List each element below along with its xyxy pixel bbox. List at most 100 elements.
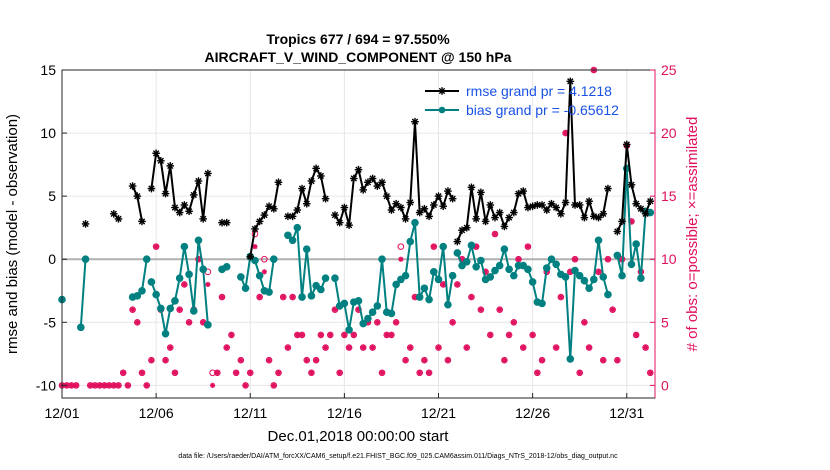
bias-point <box>618 271 626 280</box>
bias-point <box>222 263 231 271</box>
obs-possible-marker <box>176 306 183 313</box>
bias-point <box>138 286 146 295</box>
rmse-point <box>462 223 471 232</box>
rmse-point <box>552 203 560 212</box>
bias-point <box>406 237 415 246</box>
obs-assimilated-marker <box>290 294 296 300</box>
obs-assimilated-marker <box>374 319 380 325</box>
bias-point <box>590 275 598 284</box>
rmse-point <box>467 183 476 192</box>
bias-point <box>152 290 160 299</box>
obs-assimilated-marker <box>68 382 75 388</box>
bias-point <box>439 242 448 251</box>
obs-possible-marker <box>538 356 546 364</box>
rmse-point <box>486 201 495 209</box>
obs-possible-marker <box>435 344 442 351</box>
obs-assimilated-marker <box>642 344 649 351</box>
rmse-point <box>368 174 377 183</box>
obs-possible-marker <box>232 369 240 377</box>
bias-point <box>472 263 480 271</box>
rmse-point <box>491 213 499 222</box>
obs-possible-marker <box>162 356 169 364</box>
rmse-point <box>477 188 485 197</box>
obs-possible-marker <box>359 344 367 351</box>
rmse-point <box>387 206 396 214</box>
bias-point <box>599 273 608 281</box>
obs-assimilated-marker <box>313 357 319 363</box>
bias-series <box>58 164 655 363</box>
bias-point <box>194 236 203 245</box>
obs-assimilated-marker <box>275 370 282 376</box>
obs-assimilated-marker <box>238 357 244 363</box>
obs-assimilated-marker <box>87 382 93 388</box>
bias-point <box>524 265 532 274</box>
obs-possible-marker <box>444 356 452 364</box>
obs-possible-marker <box>416 369 423 377</box>
rmse-point <box>510 208 518 217</box>
chart-title-line2: AIRCRAFT_V_WIND_COMPONENT @ 150 hPa <box>205 49 512 65</box>
bias-point <box>204 321 212 329</box>
y-tick-label-right: 25 <box>661 62 677 78</box>
obs-possible-marker <box>237 356 245 364</box>
obs-assimilated-marker <box>144 382 150 388</box>
bias-point <box>430 268 438 276</box>
x-tick-label: 12/21 <box>421 405 456 421</box>
obs-assimilated-marker <box>647 370 653 376</box>
rmse-point <box>166 162 175 170</box>
rmse-point <box>453 237 462 246</box>
obs-possible-marker <box>185 319 193 326</box>
rmse-point <box>571 201 579 209</box>
obs-possible-marker <box>449 319 456 326</box>
obs-assimilated-marker <box>539 357 545 363</box>
bias-point <box>288 236 297 245</box>
obs-assimilated-marker <box>610 307 616 313</box>
obs-assimilated-marker <box>233 370 239 376</box>
bias-point <box>175 274 184 282</box>
obs-assimilated-marker <box>534 370 540 376</box>
obs-assimilated-marker <box>558 294 564 300</box>
obs-possible-marker <box>529 331 536 339</box>
rmse-point <box>448 194 457 203</box>
obs-possible-marker <box>609 306 616 313</box>
y-axis-label-left: rmse and bias (model - observation) <box>4 114 21 354</box>
rmse-point <box>331 211 339 219</box>
rmse-point <box>637 204 645 213</box>
obs-assimilated-marker <box>181 281 187 288</box>
obs-possible-marker <box>223 344 231 351</box>
bias-point <box>284 231 292 240</box>
obs-assimilated-marker <box>586 344 592 351</box>
y-tick-label-left: 10 <box>40 125 56 141</box>
rmse-point <box>260 211 269 219</box>
obs-possible-marker <box>256 293 263 301</box>
obs-assimilated-marker <box>370 344 376 351</box>
rmse-point <box>580 213 589 222</box>
obs-possible-marker <box>166 344 174 351</box>
legend: rmse grand pr = 4.1218 bias grand pr = -0… <box>425 83 619 118</box>
rmse-point <box>618 217 626 226</box>
obs-possible-marker <box>181 281 188 288</box>
rmse-point <box>505 213 513 222</box>
bias-point <box>345 326 353 334</box>
y-tick-label-left: -10 <box>36 377 56 393</box>
obs-possible-marker <box>124 382 132 389</box>
bias-point <box>147 278 156 286</box>
obs-possible-marker <box>284 344 292 351</box>
obs-possible-marker <box>501 356 508 364</box>
obs-assimilated-marker <box>572 256 578 262</box>
obs-assimilated-marker <box>224 344 230 351</box>
rmse-point <box>288 212 297 221</box>
obs-possible-marker <box>632 331 640 339</box>
bias-point <box>157 304 165 313</box>
rmse-point <box>255 217 264 226</box>
obs-possible-marker <box>331 306 339 313</box>
obs-possible-marker <box>571 255 579 263</box>
y-tick-label-right: 10 <box>661 251 677 267</box>
obs-assimilated-marker <box>440 281 446 288</box>
bias-point <box>561 273 570 281</box>
obs-assimilated-marker <box>402 357 409 363</box>
bias-point <box>500 245 509 253</box>
obs-possible-marker <box>406 344 414 351</box>
obs-possible-marker <box>143 382 151 389</box>
rmse-point <box>495 208 504 217</box>
rmse-point <box>575 201 584 209</box>
